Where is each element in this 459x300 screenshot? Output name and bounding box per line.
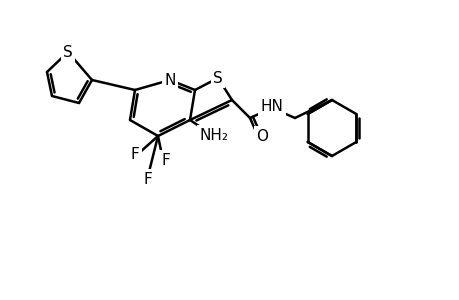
Text: S: S [63, 44, 73, 59]
Text: NH₂: NH₂ [199, 128, 228, 142]
Text: HN: HN [260, 98, 283, 113]
Text: S: S [213, 70, 223, 86]
Text: F: F [143, 172, 152, 187]
Text: N: N [164, 73, 175, 88]
Text: O: O [256, 128, 268, 143]
Text: F: F [161, 152, 170, 167]
Text: F: F [130, 146, 139, 161]
